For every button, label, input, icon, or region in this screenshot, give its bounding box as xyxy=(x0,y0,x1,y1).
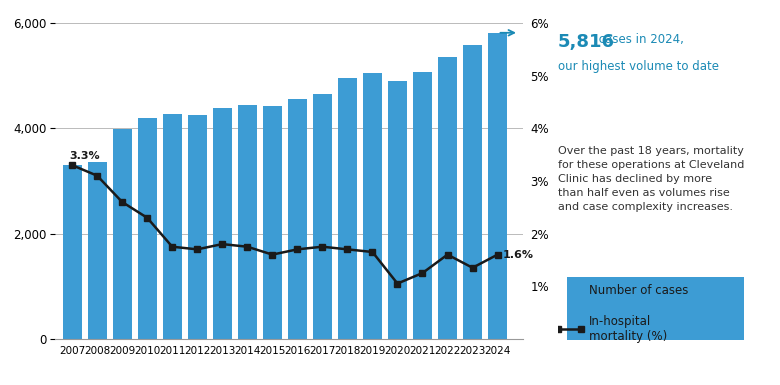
Text: 5,816: 5,816 xyxy=(558,33,615,51)
Bar xyxy=(88,162,107,339)
Bar xyxy=(288,99,307,339)
FancyBboxPatch shape xyxy=(566,276,744,340)
Text: our highest volume to date: our highest volume to date xyxy=(558,60,718,73)
Text: Over the past 18 years, mortality
for these operations at Cleveland
Clinic has d: Over the past 18 years, mortality for th… xyxy=(558,146,744,212)
Text: 1.6%: 1.6% xyxy=(502,249,534,259)
Bar xyxy=(313,94,332,339)
Text: Number of cases: Number of cases xyxy=(589,284,688,297)
Bar xyxy=(438,57,457,339)
Bar xyxy=(488,33,507,339)
Text: cases in 2024,: cases in 2024, xyxy=(595,33,684,46)
Bar xyxy=(263,106,282,339)
Bar xyxy=(338,79,356,339)
Bar xyxy=(138,118,157,339)
Bar xyxy=(413,72,432,339)
Bar xyxy=(388,81,407,339)
Text: In-hospital
mortality (%): In-hospital mortality (%) xyxy=(589,315,667,343)
Bar xyxy=(188,115,207,339)
Bar xyxy=(363,73,382,339)
Bar xyxy=(62,165,81,339)
Bar xyxy=(213,108,232,339)
Bar xyxy=(113,129,132,339)
Bar xyxy=(463,45,482,339)
Bar xyxy=(163,114,182,339)
Bar xyxy=(238,105,257,339)
Text: 3.3%: 3.3% xyxy=(69,151,101,161)
